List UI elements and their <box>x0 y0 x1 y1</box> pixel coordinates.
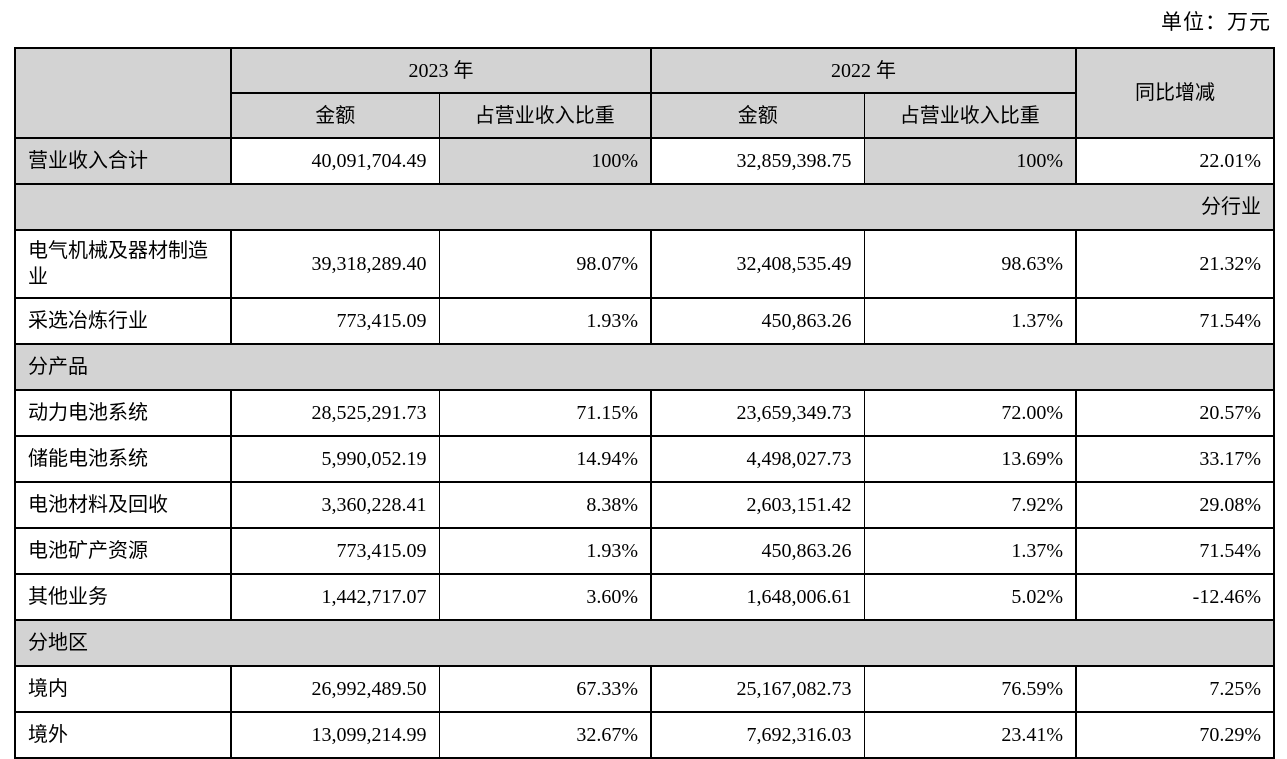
ratio-2023-cell: 100% <box>438 137 652 185</box>
row-label: 储能电池系统 <box>14 435 232 483</box>
ratio-2022-cell: 100% <box>863 137 1077 185</box>
section-by-industry: 分行业 <box>14 183 1275 231</box>
row-power-battery: 动力电池系统 28,525,291.73 71.15% 23,659,349.7… <box>14 389 1275 437</box>
row-label: 采选冶炼行业 <box>14 297 232 345</box>
row-energy-storage-battery: 储能电池系统 5,990,052.19 14.94% 4,498,027.73 … <box>14 435 1275 483</box>
yoy-cell: 7.25% <box>1075 665 1275 713</box>
row-other-business: 其他业务 1,442,717.07 3.60% 1,648,006.61 5.0… <box>14 573 1275 621</box>
ratio-2022-cell: 98.63% <box>863 229 1077 299</box>
amount-2023-cell: 773,415.09 <box>230 527 440 575</box>
amount-2022-cell: 450,863.26 <box>650 297 865 345</box>
amount-2022-cell: 4,498,027.73 <box>650 435 865 483</box>
ratio-2022-cell: 76.59% <box>863 665 1077 713</box>
amount-2022-cell: 25,167,082.73 <box>650 665 865 713</box>
ratio-2023-cell: 8.38% <box>438 481 652 529</box>
row-total-revenue: 营业收入合计 40,091,704.49 100% 32,859,398.75 … <box>14 137 1275 185</box>
amount-2023-cell: 26,992,489.50 <box>230 665 440 713</box>
amount-2022-cell: 1,648,006.61 <box>650 573 865 621</box>
section-by-product: 分产品 <box>14 343 1275 391</box>
row-mining-smelting: 采选冶炼行业 773,415.09 1.93% 450,863.26 1.37%… <box>14 297 1275 345</box>
year-2023-header: 2023 年 <box>230 47 652 94</box>
ratio-2023-cell: 3.60% <box>438 573 652 621</box>
ratio-2022-cell: 1.37% <box>863 527 1077 575</box>
section-label: 分地区 <box>14 619 1275 667</box>
yoy-cell: 29.08% <box>1075 481 1275 529</box>
yoy-cell: 71.54% <box>1075 297 1275 345</box>
yoy-header: 同比增减 <box>1075 47 1275 139</box>
section-by-region: 分地区 <box>14 619 1275 667</box>
amount-2023-cell: 5,990,052.19 <box>230 435 440 483</box>
row-battery-minerals: 电池矿产资源 773,415.09 1.93% 450,863.26 1.37%… <box>14 527 1275 575</box>
row-label: 动力电池系统 <box>14 389 232 437</box>
row-electrical-machinery: 电气机械及器材制造业 39,318,289.40 98.07% 32,408,5… <box>14 229 1275 299</box>
ratio-2023-cell: 14.94% <box>438 435 652 483</box>
row-label: 营业收入合计 <box>14 137 232 185</box>
yoy-cell: 33.17% <box>1075 435 1275 483</box>
row-label: 其他业务 <box>14 573 232 621</box>
amount-2023-cell: 773,415.09 <box>230 297 440 345</box>
yoy-cell: 71.54% <box>1075 527 1275 575</box>
amount-2022-cell: 2,603,151.42 <box>650 481 865 529</box>
header-row-metrics: 金额 占营业收入比重 金额 占营业收入比重 <box>15 92 1274 139</box>
amount-2022-cell: 23,659,349.73 <box>650 389 865 437</box>
section-label: 分产品 <box>14 343 1275 391</box>
ratio-2022-cell: 5.02% <box>863 573 1077 621</box>
amount-2023-cell: 3,360,228.41 <box>230 481 440 529</box>
blank-corner-cell <box>14 47 232 139</box>
ratio-2022-cell: 72.00% <box>863 389 1077 437</box>
revenue-breakdown-table: 2023 年 2022 年 同比增减 金额 占营业收入比重 金额 占营业收入比重… <box>14 47 1275 759</box>
ratio-2023-cell: 32.67% <box>438 711 652 759</box>
ratio-2023-cell: 1.93% <box>438 527 652 575</box>
yoy-cell: 70.29% <box>1075 711 1275 759</box>
row-label: 境内 <box>14 665 232 713</box>
amount-2023-cell: 28,525,291.73 <box>230 389 440 437</box>
yoy-cell: -12.46% <box>1075 573 1275 621</box>
amount-2022-header: 金额 <box>650 92 865 139</box>
row-label: 电池材料及回收 <box>14 481 232 529</box>
amount-2022-cell: 450,863.26 <box>650 527 865 575</box>
ratio-2022-cell: 23.41% <box>863 711 1077 759</box>
header-row-years: 2023 年 2022 年 同比增减 <box>14 47 1275 139</box>
amount-2023-cell: 40,091,704.49 <box>230 137 440 185</box>
unit-label: 单位：万元 <box>1161 10 1271 34</box>
ratio-2022-cell: 1.37% <box>863 297 1077 345</box>
amount-2022-cell: 7,692,316.03 <box>650 711 865 759</box>
section-label: 分行业 <box>14 183 1275 231</box>
row-label: 电池矿产资源 <box>14 527 232 575</box>
yoy-cell: 22.01% <box>1075 137 1275 185</box>
ratio-2023-cell: 1.93% <box>438 297 652 345</box>
row-label: 电气机械及器材制造业 <box>14 229 232 299</box>
amount-2022-cell: 32,408,535.49 <box>650 229 865 299</box>
ratio-2022-cell: 7.92% <box>863 481 1077 529</box>
amount-2023-cell: 1,442,717.07 <box>230 573 440 621</box>
ratio-2022-header: 占营业收入比重 <box>863 92 1077 139</box>
row-overseas: 境外 13,099,214.99 32.67% 7,692,316.03 23.… <box>14 711 1275 759</box>
year-2022-header: 2022 年 <box>650 47 1077 94</box>
amount-2022-cell: 32,859,398.75 <box>650 137 865 185</box>
ratio-2023-cell: 67.33% <box>438 665 652 713</box>
yoy-cell: 20.57% <box>1075 389 1275 437</box>
amount-2023-cell: 39,318,289.40 <box>230 229 440 299</box>
ratio-2023-header: 占营业收入比重 <box>438 92 652 139</box>
row-domestic: 境内 26,992,489.50 67.33% 25,167,082.73 76… <box>14 665 1275 713</box>
ratio-2022-cell: 13.69% <box>863 435 1077 483</box>
row-label: 境外 <box>14 711 232 759</box>
amount-2023-cell: 13,099,214.99 <box>230 711 440 759</box>
ratio-2023-cell: 71.15% <box>438 389 652 437</box>
yoy-cell: 21.32% <box>1075 229 1275 299</box>
amount-2023-header: 金额 <box>230 92 440 139</box>
ratio-2023-cell: 98.07% <box>438 229 652 299</box>
row-battery-materials-recycling: 电池材料及回收 3,360,228.41 8.38% 2,603,151.42 … <box>14 481 1275 529</box>
